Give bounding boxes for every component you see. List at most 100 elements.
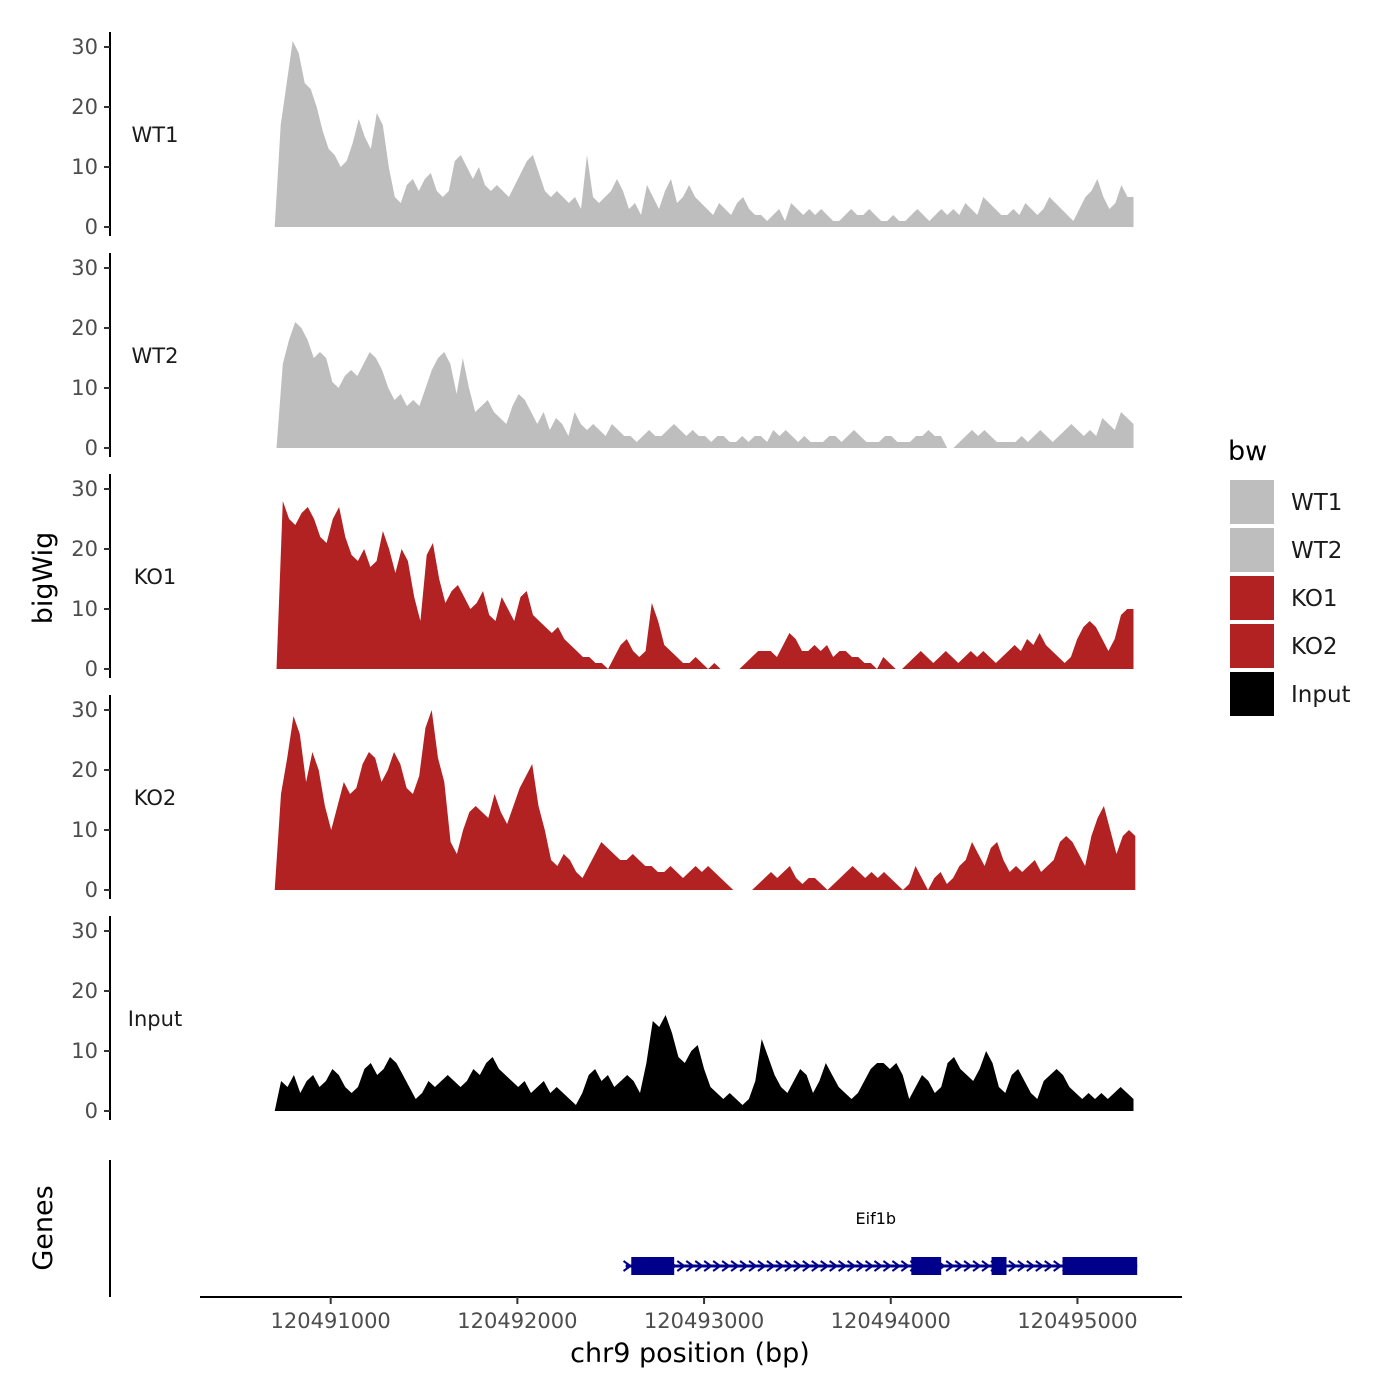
coverage-tracks: 0 10 20 30 WT1 0 10 20 30 WT2 0 10 20 30 KO1 0 10 20 30 KO2… bbox=[71, 32, 1136, 1123]
x-tick-label: 120491000 bbox=[271, 1309, 391, 1333]
gene-exon bbox=[911, 1257, 942, 1275]
strand-arrow bbox=[712, 1260, 722, 1272]
strand-arrow bbox=[802, 1260, 812, 1272]
strand-arrow bbox=[676, 1260, 687, 1272]
gene-annotation-track: Eif1b bbox=[109, 1160, 1138, 1297]
track-label-wt2: WT2 bbox=[132, 344, 179, 368]
legend-label-wt1: WT1 bbox=[1291, 490, 1342, 516]
legend: bw WT1 WT2 KO1 KO2 Input bbox=[1228, 436, 1351, 716]
coverage-area-input bbox=[274, 1015, 1134, 1111]
y-tick-label: 20 bbox=[71, 316, 98, 340]
legend-title: bw bbox=[1228, 436, 1267, 467]
track-label-wt1: WT1 bbox=[132, 123, 179, 147]
gene-eif1b: Eif1b bbox=[622, 1209, 1138, 1275]
strand-arrow bbox=[981, 1260, 991, 1272]
strand-arrow bbox=[775, 1260, 785, 1272]
y-tick-label: 30 bbox=[71, 35, 98, 59]
y-tick-label: 10 bbox=[71, 1039, 98, 1063]
strand-arrow bbox=[963, 1260, 973, 1272]
strand-arrow bbox=[846, 1260, 857, 1272]
gene-exon bbox=[991, 1257, 1007, 1275]
strand-arrow bbox=[622, 1260, 633, 1272]
y-tick-label: 10 bbox=[71, 818, 98, 842]
legend-swatch-input bbox=[1230, 672, 1274, 716]
strand-arrow bbox=[730, 1260, 740, 1272]
strand-arrow bbox=[1053, 1260, 1063, 1272]
strand-arrow bbox=[891, 1260, 902, 1272]
coverage-area-wt1 bbox=[274, 41, 1134, 227]
genes-track-title: Genes bbox=[28, 1185, 59, 1270]
track-wt1: 0 10 20 30 WT1 bbox=[71, 32, 1134, 239]
y-tick-label: 20 bbox=[71, 537, 98, 561]
strand-arrow bbox=[784, 1260, 794, 1272]
strand-arrow bbox=[1044, 1260, 1054, 1272]
strand-arrow bbox=[766, 1260, 776, 1272]
strand-arrow bbox=[1035, 1260, 1045, 1272]
legend-swatch-ko2 bbox=[1230, 624, 1274, 668]
strand-arrow bbox=[739, 1260, 749, 1272]
strand-arrow bbox=[820, 1260, 830, 1272]
strand-arrow bbox=[972, 1260, 982, 1272]
gene-exon bbox=[1062, 1257, 1138, 1275]
y-tick-label: 30 bbox=[71, 477, 98, 501]
track-ko1: 0 10 20 30 KO1 bbox=[71, 474, 1134, 681]
strand-arrow bbox=[855, 1260, 866, 1272]
strand-arrow bbox=[748, 1260, 758, 1272]
y-tick-label: 30 bbox=[71, 919, 98, 943]
y-tick-label: 0 bbox=[85, 215, 98, 239]
strand-arrow bbox=[721, 1260, 731, 1272]
strand-arrow bbox=[900, 1260, 911, 1272]
y-tick-label: 0 bbox=[85, 878, 98, 902]
legend-swatch-ko1 bbox=[1230, 576, 1274, 620]
track-input: 0 10 20 30 Input bbox=[71, 916, 1134, 1123]
y-tick-label: 0 bbox=[85, 1099, 98, 1123]
y-tick-label: 30 bbox=[71, 698, 98, 722]
track-label-ko2: KO2 bbox=[134, 786, 177, 810]
y-tick-label: 10 bbox=[71, 376, 98, 400]
strand-arrow bbox=[1026, 1260, 1036, 1272]
x-tick-label: 120494000 bbox=[831, 1309, 951, 1333]
strand-arrow bbox=[685, 1260, 695, 1272]
strand-arrow bbox=[1017, 1260, 1027, 1272]
gene-exon bbox=[631, 1257, 675, 1275]
strand-arrow bbox=[811, 1260, 821, 1272]
y-tick-label: 30 bbox=[71, 256, 98, 280]
track-ko2: 0 10 20 30 KO2 bbox=[71, 695, 1136, 902]
legend-swatch-wt1 bbox=[1230, 480, 1274, 524]
coverage-area-wt2 bbox=[276, 322, 1134, 448]
legend-label-wt2: WT2 bbox=[1291, 538, 1342, 564]
track-label-ko1: KO1 bbox=[134, 565, 177, 589]
gene-name-label: Eif1b bbox=[856, 1209, 897, 1228]
x-tick-label: 120493000 bbox=[644, 1309, 764, 1333]
legend-label-ko1: KO1 bbox=[1291, 586, 1338, 612]
track-label-input: Input bbox=[128, 1007, 182, 1031]
x-axis: 120491000 120492000 120493000 120494000 1204… bbox=[200, 1296, 1182, 1333]
strand-arrow bbox=[694, 1260, 704, 1272]
x-tick-label: 120492000 bbox=[457, 1309, 577, 1333]
y-tick-label: 20 bbox=[71, 979, 98, 1003]
y-tick-label: 0 bbox=[85, 657, 98, 681]
strand-arrow bbox=[945, 1260, 955, 1272]
y-tick-label: 20 bbox=[71, 758, 98, 782]
strand-arrow bbox=[829, 1260, 839, 1272]
track-wt2: 0 10 20 30 WT2 bbox=[71, 253, 1134, 460]
coverage-area-ko2 bbox=[274, 710, 1136, 890]
y-tick-label: 20 bbox=[71, 95, 98, 119]
strand-arrow bbox=[864, 1260, 875, 1272]
strand-arrow bbox=[954, 1260, 964, 1272]
legend-swatch-wt2 bbox=[1230, 528, 1274, 572]
legend-label-ko2: KO2 bbox=[1291, 634, 1338, 660]
strand-arrow bbox=[882, 1260, 893, 1272]
x-axis-title: chr9 position (bp) bbox=[570, 1338, 810, 1369]
strand-arrow bbox=[1008, 1260, 1018, 1272]
y-tick-label: 10 bbox=[71, 155, 98, 179]
strand-arrow bbox=[757, 1260, 767, 1272]
x-tick-label: 120495000 bbox=[1017, 1309, 1137, 1333]
strand-arrow bbox=[703, 1260, 713, 1272]
strand-arrow bbox=[793, 1260, 803, 1272]
y-axis-title: bigWig bbox=[28, 532, 59, 625]
y-tick-label: 0 bbox=[85, 436, 98, 460]
y-tick-label: 10 bbox=[71, 597, 98, 621]
coverage-area-ko1 bbox=[276, 501, 1134, 669]
